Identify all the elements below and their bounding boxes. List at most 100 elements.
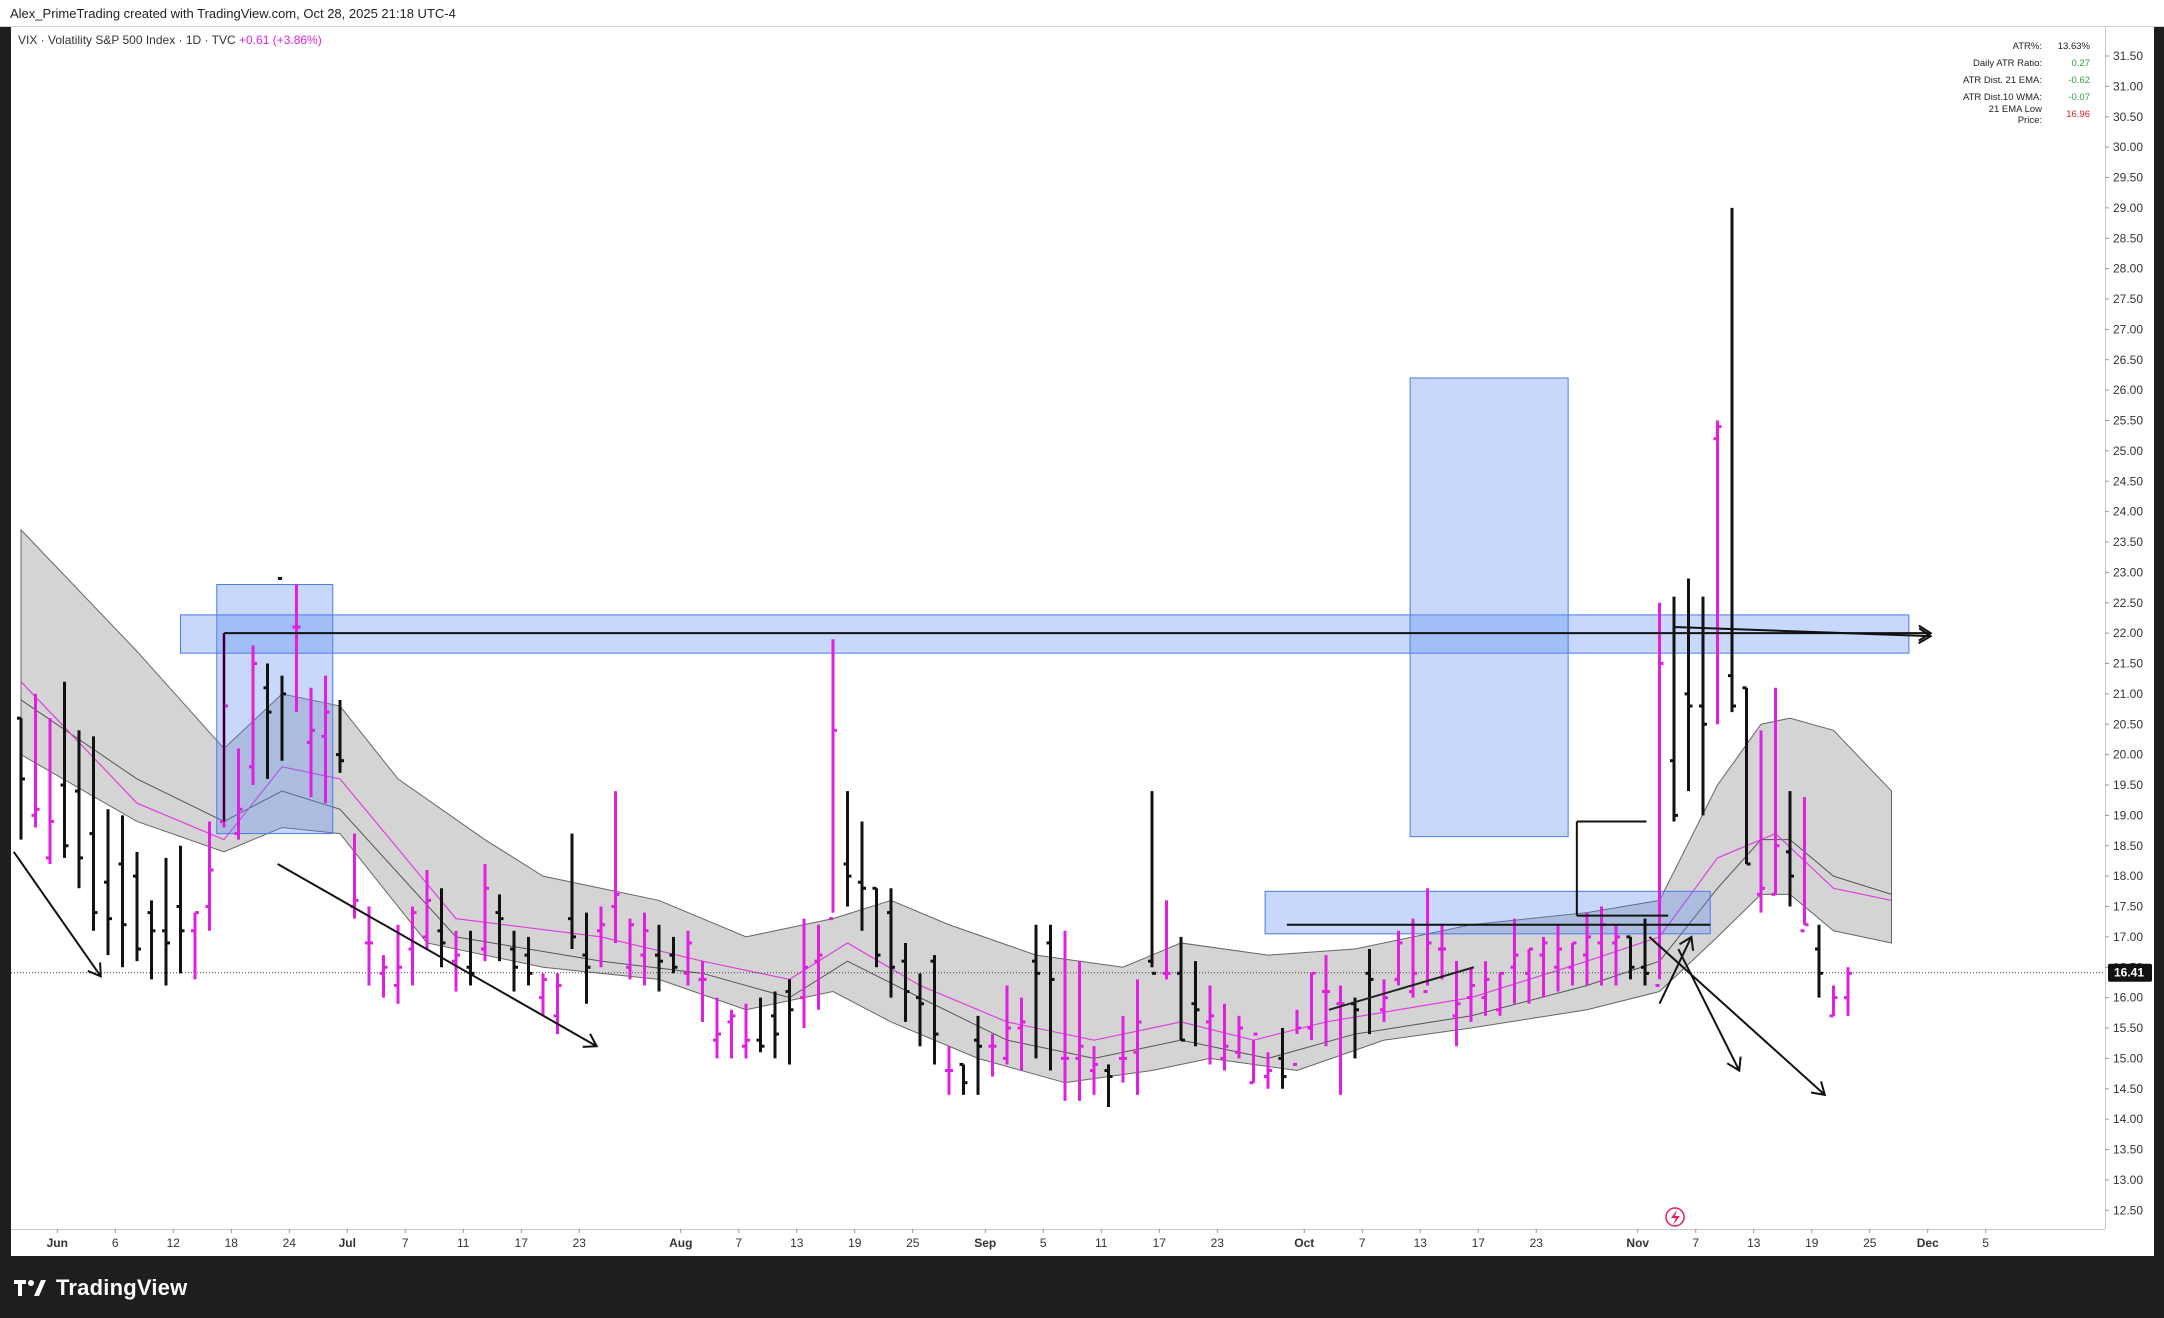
- ohlc-bar: [292, 584, 301, 713]
- arrow-head: [1679, 935, 1695, 951]
- ohlc-bar: [1032, 924, 1040, 1059]
- ohlc-bar: [1554, 924, 1562, 992]
- ohlc-bar: [1496, 971, 1504, 1016]
- y-tick-label: 19.50: [2113, 778, 2143, 792]
- ohlc-bar: [974, 1015, 982, 1095]
- change-label: +0.61 (+3.86%): [239, 33, 322, 47]
- ohlc-bar: [1438, 924, 1446, 980]
- last-price-label: 16.41: [2114, 966, 2144, 980]
- ohlc-bar: [1612, 924, 1620, 986]
- ohlc-bar: [147, 900, 156, 980]
- ohlc-bar: [481, 863, 489, 962]
- tradingview-logo[interactable]: TradingView: [14, 1275, 187, 1301]
- stats-label: Daily ATR Ratio:: [1973, 58, 2042, 69]
- ohlc-bar: [336, 699, 344, 773]
- y-tick-label: 22.50: [2113, 596, 2143, 610]
- ohlc-bar: [408, 906, 417, 986]
- y-tick-label: 19.00: [2113, 808, 2143, 822]
- y-tick-label: 12.50: [2113, 1203, 2143, 1217]
- ohlc-bar: [394, 924, 402, 1004]
- x-tick-label: 7: [1359, 1236, 1366, 1250]
- stats-label: ATR Dist. 21 EMA:: [1962, 75, 2042, 86]
- ohlc-bar: [1626, 935, 1635, 980]
- ohlc-bar: [1249, 1032, 1258, 1085]
- y-tick-label: 20.50: [2113, 717, 2143, 731]
- ohlc-bar: [307, 687, 315, 798]
- vix-chart[interactable]: 12.50 13.00 13.50 14.00 14.50 15.00 15.50 16.00…: [11, 27, 2154, 1256]
- ohlc-bar: [1090, 1046, 1098, 1095]
- ohlc-bar: [133, 851, 141, 962]
- ohlc-bar: [1844, 967, 1852, 1016]
- x-tick-label: 17: [515, 1236, 529, 1250]
- x-tick-label: 12: [167, 1236, 181, 1250]
- horizontal-arrowhead: [1918, 624, 1933, 642]
- ohlc-bar: [437, 888, 446, 968]
- ohlc-bar: [1017, 997, 1026, 1071]
- ohlc-bar: [742, 1003, 750, 1059]
- x-tick-label: 13: [1414, 1236, 1428, 1250]
- y-tick-label: 31.50: [2113, 49, 2143, 63]
- ohlc-bar: [771, 991, 779, 1059]
- ohlc-bar: [1133, 979, 1142, 1095]
- zone-box: [216, 584, 334, 835]
- ohlc-bar: [959, 1062, 968, 1095]
- ohlc-bar: [205, 821, 214, 931]
- ohlc-bar: [1728, 207, 1736, 713]
- chart-area[interactable]: 12.50 13.00 13.50 14.00 14.50 15.00 15.50 16.00…: [11, 27, 2154, 1256]
- ohlc-bar: [1510, 918, 1519, 1004]
- ohlc-bar: [118, 815, 127, 968]
- plot-group: [11, 207, 2105, 1107]
- stats-value: -0.07: [2068, 92, 2090, 103]
- ohlc-bar: [1365, 949, 1374, 1035]
- x-tick-label: 7: [1692, 1236, 1699, 1250]
- ohlc-bar: [1075, 961, 1084, 1101]
- arrow-head: [1726, 1056, 1742, 1073]
- ohlc-bar: [1829, 985, 1838, 1018]
- credit-text: Alex_PrimeTrading created with TradingVi…: [10, 6, 456, 21]
- ohlc-bar: [46, 718, 54, 864]
- ohlc-bar: [1742, 686, 1751, 866]
- ohlc-bar: [843, 791, 852, 907]
- ohlc-bar: [466, 930, 475, 986]
- ohlc-bar: [1771, 687, 1780, 896]
- ohlc-bar: [611, 791, 620, 943]
- y-tick-label: 24.50: [2113, 474, 2143, 488]
- x-tick-label: 18: [225, 1236, 239, 1250]
- ohlc-bar: [234, 748, 243, 840]
- x-tick-label: 11: [1095, 1236, 1108, 1250]
- ohlc-bar: [278, 576, 286, 761]
- ohlc-bar: [901, 942, 910, 1022]
- ohlc-bar: [1264, 1052, 1272, 1089]
- x-tick-label: 11: [457, 1236, 470, 1250]
- x-tick-label: 7: [402, 1236, 409, 1250]
- y-tick-label: 29.50: [2113, 171, 2143, 185]
- y-tick-label: 28.00: [2113, 262, 2143, 276]
- ohlc-bar: [1713, 420, 1722, 725]
- x-tick-label: 23: [1211, 1236, 1225, 1250]
- y-tick-label: 26.50: [2113, 353, 2143, 367]
- x-tick-label: 17: [1153, 1236, 1167, 1250]
- ohlc-bar: [1278, 1028, 1287, 1089]
- y-tick-label: 23.50: [2113, 535, 2143, 549]
- y-tick-label: 15.00: [2113, 1051, 2143, 1065]
- ohlc-bar: [263, 663, 272, 779]
- zone-box: [1264, 890, 1711, 935]
- ohlc-bar: [916, 973, 924, 1047]
- arrow-head: [1918, 627, 1933, 645]
- y-tick-label: 29.00: [2113, 201, 2143, 215]
- y-tick-label: 24.00: [2113, 505, 2143, 519]
- ohlc-bar: [930, 955, 939, 1065]
- footer-bar: [0, 1258, 2164, 1318]
- x-tick-label: Dec: [1917, 1236, 1939, 1250]
- brand-name: TradingView: [56, 1275, 188, 1300]
- ohlc-bar: [1162, 900, 1171, 980]
- ohlc-bar: [814, 924, 823, 1010]
- ohlc-bar: [379, 955, 388, 998]
- ohlc-bar: [191, 911, 199, 980]
- ohlc-bar: [1336, 985, 1345, 1095]
- y-tick-label: 27.50: [2113, 292, 2143, 306]
- ohlc-bar: [1757, 730, 1765, 913]
- ohlc-bar: [655, 924, 663, 992]
- header-bar: Alex_PrimeTrading created with TradingVi…: [0, 0, 2164, 27]
- x-tick-label: 25: [906, 1236, 920, 1250]
